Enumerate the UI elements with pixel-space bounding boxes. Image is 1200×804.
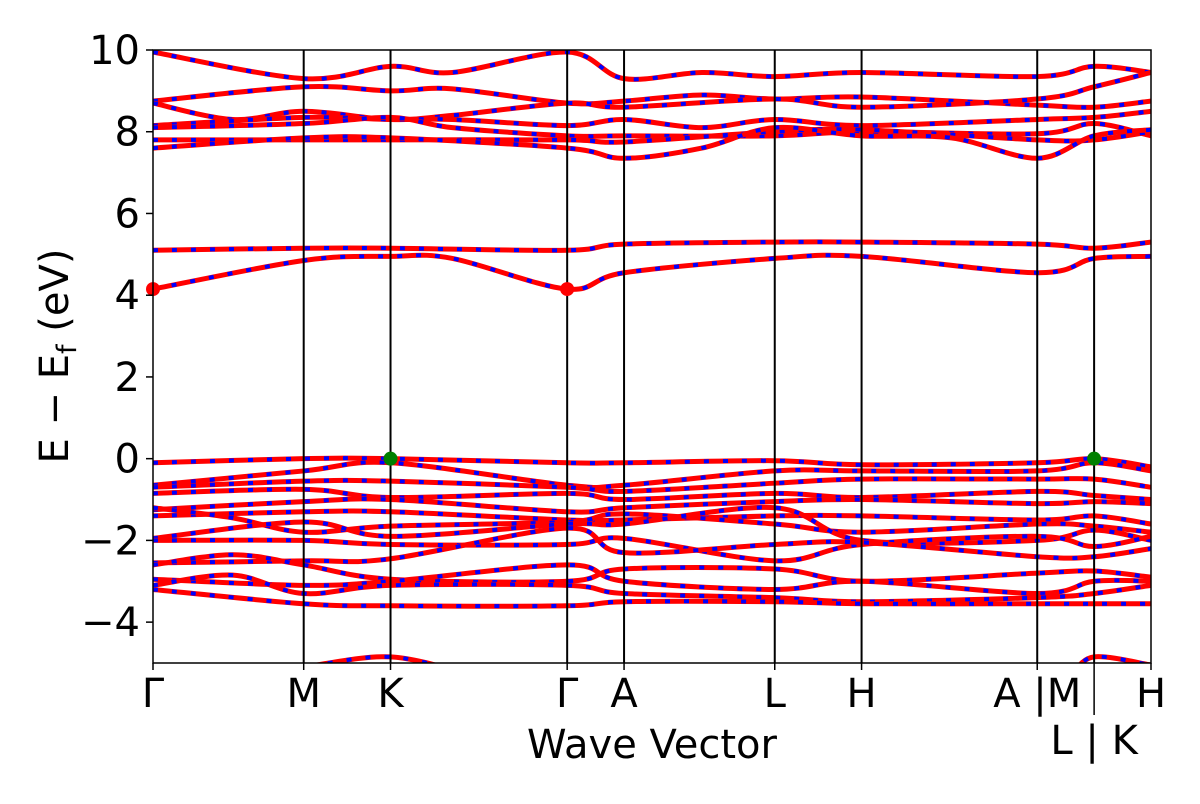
y-axis: −4 −2 0 2 4 6 8 10: [81, 28, 153, 646]
cbm-marker-1: [560, 282, 575, 297]
y-tick-label-6: 8: [115, 110, 140, 156]
y-tick-label-4: 4: [115, 273, 140, 319]
y-tick-label-0: −4: [81, 600, 140, 646]
band-0-spin-down: [153, 50, 1151, 82]
kpoint-lines: [302, 50, 1096, 663]
band-23-spin-up: [313, 654, 438, 663]
x-tick-label-9: H: [1136, 671, 1166, 717]
y-axis-label-sub: f: [52, 343, 83, 354]
band-20-spin-up: [153, 562, 1151, 597]
band-6-spin-down: [153, 125, 1151, 161]
vbm-marker-1: [1087, 451, 1102, 466]
x-tick-label-3: Γ: [556, 671, 579, 717]
x-tick-label-0: Γ: [142, 671, 165, 717]
x-tick-label-1: M: [286, 671, 321, 717]
y-tick-label-1: −2: [81, 518, 140, 564]
plot-frame: [152, 49, 1152, 664]
x-tick-label-8: L | K: [1050, 718, 1139, 764]
band-10-spin-up: [153, 459, 1151, 491]
y-tick-label-7: 10: [89, 28, 140, 74]
x-tick-label-7: A |M: [993, 671, 1081, 717]
y-axis-label: E − Ef (eV): [32, 249, 83, 464]
y-axis-label-main: E − E: [32, 354, 78, 464]
x-axis-label: Wave Vector: [527, 722, 778, 768]
x-tick-label-2: K: [377, 671, 405, 717]
x-tick-label-6: H: [847, 671, 877, 717]
x-tick-label-5: L: [764, 671, 787, 717]
band-1-spin-up: [153, 83, 1151, 110]
y-tick-label-5: 6: [115, 191, 140, 237]
band-17-spin-up: [153, 533, 1151, 564]
vbm-marker-0: [383, 451, 398, 466]
y-tick-label-2: 0: [115, 437, 140, 483]
y-tick-label-3: 2: [115, 355, 140, 401]
y-axis-label-unit: (eV): [32, 249, 78, 345]
x-tick-label-4: A: [610, 671, 638, 717]
